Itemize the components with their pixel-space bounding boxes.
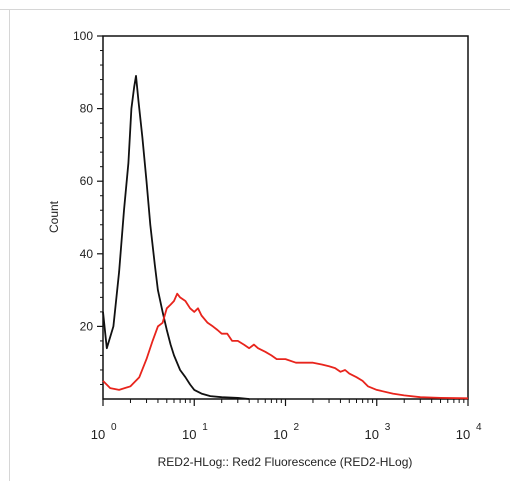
y-axis: 20 40 60 80 100 xyxy=(73,29,103,385)
y-axis-label: Count xyxy=(47,200,61,233)
x-tick-label-base: 10 xyxy=(365,427,379,442)
x-tick-label-base: 10 xyxy=(182,427,196,442)
y-tick-label: 80 xyxy=(80,102,94,116)
x-tick-label-base: 10 xyxy=(91,427,105,442)
series-line xyxy=(102,292,469,400)
x-tick-label-exponent: 0 xyxy=(111,422,117,433)
x-tick-label-base: 10 xyxy=(456,427,470,442)
plot-area xyxy=(102,35,469,400)
y-tick-label: 20 xyxy=(80,319,94,333)
series-line xyxy=(102,75,250,400)
x-tick-label-base: 10 xyxy=(273,427,287,442)
frame-top-border xyxy=(0,9,510,10)
x-axis: 10 0 10 1 10 2 10 3 10 4 xyxy=(91,399,482,442)
y-tick-label: 100 xyxy=(73,29,93,43)
y-tick-label: 40 xyxy=(80,247,94,261)
x-tick-label-exponent: 3 xyxy=(385,422,391,433)
series-group xyxy=(102,75,469,400)
frame-left-border xyxy=(9,9,10,481)
y-tick-label: 60 xyxy=(80,174,94,188)
x-axis-label: RED2-HLog:: Red2 Fluorescence (RED2-HLog… xyxy=(158,455,413,469)
x-tick-label-exponent: 1 xyxy=(202,422,208,433)
x-tick-label-exponent: 2 xyxy=(294,422,300,433)
x-tick-label-exponent: 4 xyxy=(476,422,482,433)
